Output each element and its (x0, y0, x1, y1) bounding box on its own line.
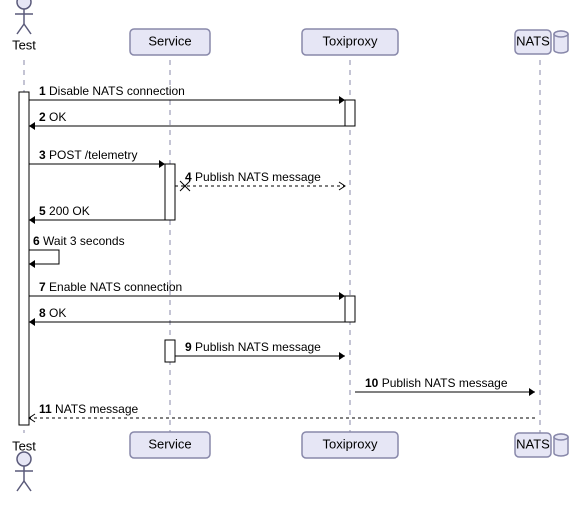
svg-text:8 OK: 8 OK (39, 306, 66, 320)
db-nats: NATS (515, 433, 568, 457)
activation-toxiproxy (345, 296, 355, 322)
svg-text:7 Enable NATS connection: 7 Enable NATS connection (39, 280, 182, 294)
svg-text:11 NATS message: 11 NATS message (39, 402, 138, 416)
svg-text:3 POST /telemetry: 3 POST /telemetry (39, 148, 138, 162)
activation-service (165, 340, 175, 362)
svg-text:9 Publish NATS message: 9 Publish NATS message (185, 340, 321, 354)
svg-text:Test: Test (12, 37, 36, 52)
svg-text:4 Publish NATS message: 4 Publish NATS message (185, 170, 321, 184)
svg-text:NATS: NATS (516, 33, 550, 48)
activation-test (19, 92, 29, 425)
actor-test: Test (12, 438, 36, 491)
activation-service (165, 164, 175, 220)
activation-toxiproxy (345, 100, 355, 126)
svg-text:2 OK: 2 OK (39, 110, 66, 124)
svg-text:6 Wait 3 seconds: 6 Wait 3 seconds (33, 234, 125, 248)
svg-text:Toxiproxy: Toxiproxy (323, 436, 378, 451)
svg-text:5 200 OK: 5 200 OK (39, 204, 90, 218)
svg-text:10 Publish NATS message: 10 Publish NATS message (365, 376, 508, 390)
db-nats: NATS (515, 30, 568, 54)
svg-text:Service: Service (148, 436, 191, 451)
svg-text:Toxiproxy: Toxiproxy (323, 33, 378, 48)
sequence-diagram: Test Test Service Service Toxiproxy Toxiproxy… (0, 0, 586, 514)
svg-text:Service: Service (148, 33, 191, 48)
svg-text:1 Disable NATS connection: 1 Disable NATS connection (39, 84, 185, 98)
svg-text:NATS: NATS (516, 436, 550, 451)
svg-text:Test: Test (12, 438, 36, 453)
actor-test: Test (12, 0, 36, 52)
